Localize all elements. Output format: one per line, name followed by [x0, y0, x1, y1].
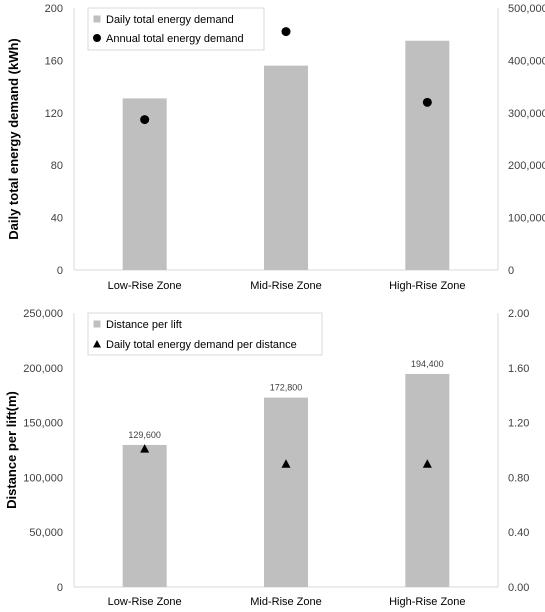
legend-label: Daily total energy demand [106, 14, 234, 26]
legend-swatch [93, 15, 101, 23]
right-tick-label: 500,000 [508, 3, 545, 15]
legend-swatch [93, 34, 101, 42]
chart-panel-1: 0 40 80 120 160 200 0 100,000 200,000 300,000 400,… [6, 3, 545, 292]
category-label: High-Rise Zone [389, 280, 465, 292]
left-tick-label: 160 [45, 55, 63, 67]
left-tick-label: 150,000 [23, 418, 63, 430]
y-axis-label: Daily total energy demand (kWh) [6, 38, 21, 240]
left-tick-label: 120 [45, 108, 63, 120]
right-tick-label: 2.00 [508, 308, 529, 320]
legend-swatch [93, 320, 101, 328]
bar [405, 373, 450, 587]
left-tick-label: 200 [45, 3, 63, 15]
right-tick-label: 1.20 [508, 418, 529, 430]
category-label: Mid-Rise Zone [250, 596, 322, 608]
legend-box [87, 312, 323, 356]
category-label: High-Rise Zone [389, 596, 465, 608]
bar [122, 444, 167, 587]
right-tick-label: 300,000 [508, 108, 545, 120]
left-tick-label: 80 [51, 160, 63, 172]
category-label: Mid-Rise Zone [250, 280, 322, 292]
category-label: Low-Rise Zone [108, 280, 182, 292]
left-tick-label: 100,000 [23, 472, 63, 484]
bar [264, 65, 308, 270]
data-point [140, 115, 150, 125]
legend: Distance per lift Daily total energy dema… [87, 312, 323, 356]
bar [264, 397, 308, 587]
data-point [422, 459, 432, 468]
legend-box [87, 7, 265, 51]
category-label: Low-Rise Zone [108, 596, 182, 608]
bar-data-label: 129,600 [128, 430, 161, 440]
legend: Daily total energy demand Annual total en… [87, 7, 265, 51]
bar-data-label: 194,400 [411, 359, 444, 369]
left-tick-label: 0 [57, 265, 63, 277]
left-tick-label: 40 [51, 213, 63, 225]
left-tick-label: 200,000 [23, 363, 63, 375]
right-tick-label: 0 [508, 265, 514, 277]
right-tick-label: 0.00 [508, 582, 529, 594]
data-point [281, 27, 291, 37]
right-tick-label: 200,000 [508, 160, 545, 172]
right-tick-label: 100,000 [508, 213, 545, 225]
y-axis-label: Distance per lift(m) [4, 391, 19, 509]
right-tick-label: 1.60 [508, 363, 529, 375]
bar [122, 98, 167, 270]
data-point [140, 444, 150, 453]
legend-label: Annual total energy demand [106, 33, 244, 45]
left-tick-label: 250,000 [23, 308, 63, 320]
legend-label: Distance per lift [106, 319, 182, 331]
data-point [422, 97, 432, 107]
legend-swatch [93, 340, 101, 348]
series-1 [122, 40, 450, 270]
bar-data-label: 172,800 [270, 383, 303, 393]
right-tick-label: 400,000 [508, 55, 545, 67]
left-tick-label: 0 [57, 582, 63, 594]
legend-label: Daily total energy demand per distance [106, 339, 297, 351]
right-tick-label: 0.40 [508, 527, 529, 539]
data-point [281, 459, 291, 468]
series-1: 129,600 172,800 194,400 [122, 359, 450, 587]
bar [405, 40, 450, 270]
series-2 [140, 27, 432, 125]
series-2 [140, 444, 432, 468]
left-tick-label: 50,000 [29, 527, 63, 539]
chart-panel-2: 0 50,000 100,000 150,000 200,000 250,000 0.00 0… [4, 308, 529, 608]
right-tick-label: 0.80 [508, 472, 529, 484]
